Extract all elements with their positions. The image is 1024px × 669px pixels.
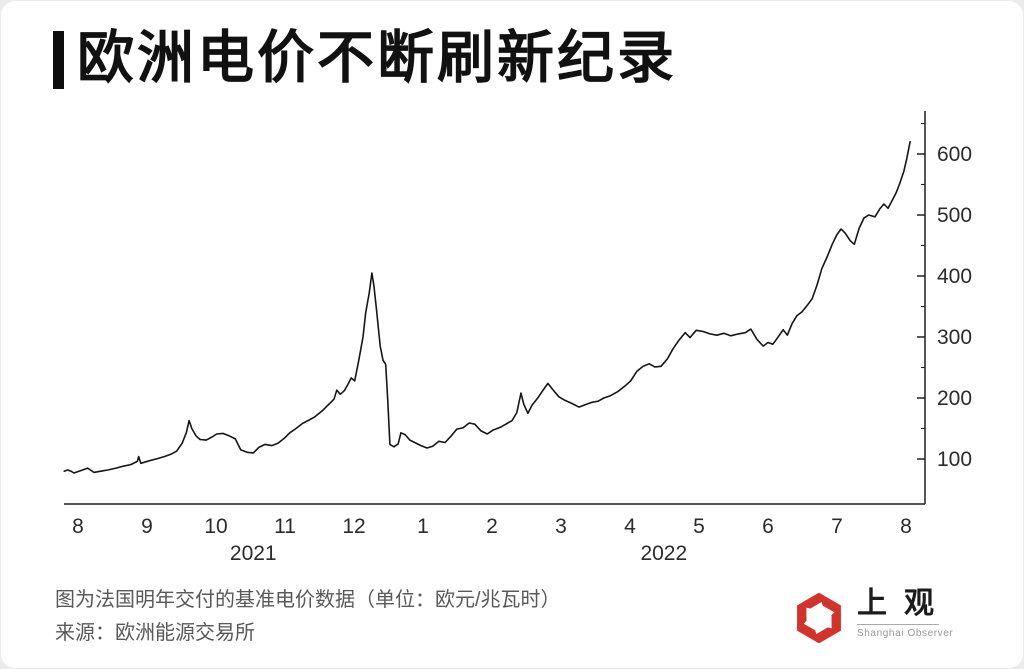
logo-divider	[857, 624, 939, 625]
caption-line-2: 来源：欧洲能源交易所	[55, 622, 255, 644]
x-tick-label: 10	[204, 515, 227, 538]
x-tick-label: 2	[486, 515, 498, 538]
page-title: 欧洲电价不断刷新纪录	[77, 26, 677, 90]
aperture-icon	[797, 592, 841, 644]
year-label: 2021	[230, 542, 277, 565]
price-line	[63, 141, 911, 474]
caption-line-1: 图为法国明年交付的基准电价数据（单位：欧元/兆瓦时）	[55, 589, 561, 611]
x-tick-label: 8	[72, 515, 84, 538]
x-tick-label: 12	[342, 515, 365, 538]
shanghai-observer-logo: 上观 Shanghai Observer	[792, 587, 953, 647]
x-tick-label: 8	[900, 515, 912, 538]
y-tick-label: 400	[937, 265, 972, 288]
x-tick-label: 7	[831, 515, 843, 538]
y-tick-label: 600	[937, 143, 972, 166]
logo-en-text: Shanghai Observer	[857, 628, 954, 639]
title-block: 欧洲电价不断刷新纪录	[53, 27, 677, 89]
logo-cn-text: 上观	[857, 586, 951, 621]
x-tick-label: 1	[417, 515, 429, 538]
x-tick-label: 3	[555, 515, 567, 538]
chart-caption: 图为法国明年交付的基准电价数据（单位：欧元/兆瓦时） 来源：欧洲能源交易所	[55, 584, 561, 650]
title-accent-bar	[53, 31, 64, 89]
logo-text-block: 上观 Shanghai Observer	[857, 587, 953, 639]
x-tick-label: 11	[274, 515, 296, 538]
y-tick-label: 100	[937, 448, 972, 471]
y-tick-label: 200	[937, 387, 972, 410]
x-tick-label: 5	[693, 515, 705, 538]
y-tick-label: 300	[937, 326, 972, 349]
year-label: 2022	[640, 542, 687, 565]
x-tick-label: 4	[624, 515, 636, 538]
x-tick-label: 6	[762, 515, 774, 538]
x-tick-label: 9	[141, 515, 153, 538]
y-tick-label: 500	[937, 204, 972, 227]
